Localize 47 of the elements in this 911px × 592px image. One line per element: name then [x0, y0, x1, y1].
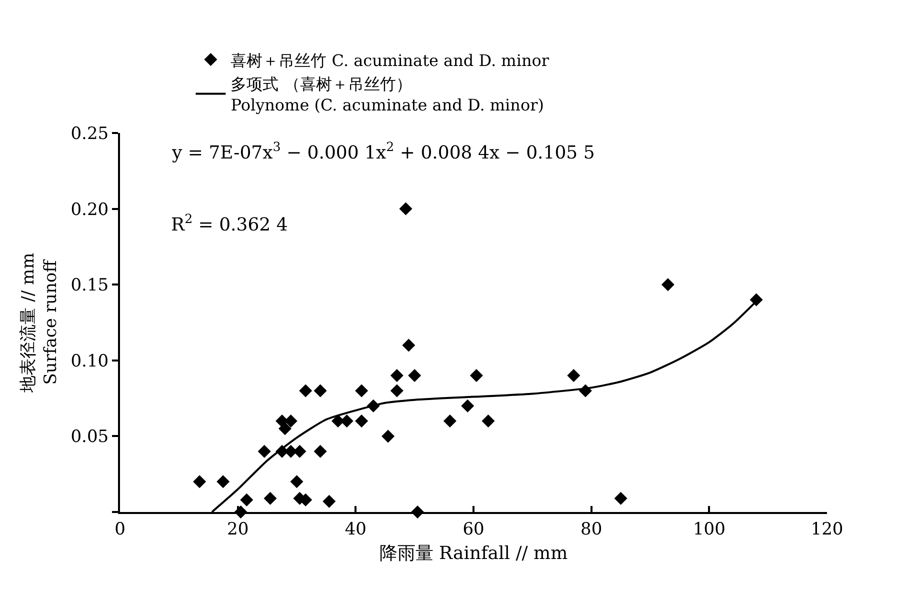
point [355, 384, 368, 398]
y-axis-title: 地表径流量 // mm Surface runoff [18, 252, 61, 394]
y-tick-label: 0.05 [70, 427, 109, 448]
annotation: y = 7E-07x$^{3}$ − 0.000 1x$^{2}$ + 0.008 4x − 0.105 5 [171, 139, 595, 164]
x-tick-label: 0 [114, 519, 126, 540]
point [482, 414, 495, 428]
legend-label: 多项式 （喜树＋吊丝竹） Polynome (C. acuminate and D. minor) [230, 74, 544, 114]
y-tick-label: 0.20 [70, 200, 109, 220]
point [264, 492, 277, 505]
point [382, 430, 395, 443]
point [240, 493, 254, 506]
point [567, 369, 580, 382]
point [216, 475, 230, 488]
point [290, 475, 304, 488]
point [193, 475, 206, 488]
point [355, 414, 368, 428]
point [314, 444, 327, 458]
point [408, 369, 422, 382]
y-tick-label: 0.25 [70, 124, 109, 144]
point [340, 414, 354, 428]
x-tick-label: 60 [462, 519, 484, 540]
legend-label: 喜树＋吊丝竹 C. acuminate and D. minor [230, 50, 550, 70]
point [258, 444, 271, 458]
point [322, 494, 336, 508]
y-tick-label: 0.15 [70, 276, 109, 296]
point [314, 384, 327, 398]
annotation: R$^{2}$ = 0.362 4 [171, 211, 288, 236]
x-tick-label: 40 [344, 519, 366, 540]
point [299, 384, 312, 398]
y-tick-label: 0.10 [70, 351, 109, 372]
x-tick-label: 100 [692, 519, 726, 540]
point [461, 399, 474, 412]
point [402, 338, 416, 352]
point [443, 414, 456, 428]
point [614, 492, 628, 505]
point [390, 384, 404, 398]
point [399, 202, 412, 216]
point [661, 278, 674, 292]
point [390, 369, 404, 382]
point [470, 369, 483, 382]
x-tick-label: 120 [810, 519, 844, 540]
x-tick-label: 80 [580, 519, 602, 540]
x-tick-label: 20 [227, 519, 249, 540]
point [750, 293, 763, 306]
point [293, 444, 306, 458]
point [278, 422, 292, 436]
x-axis-title: 降雨量 Rainfall // mm [379, 543, 568, 564]
